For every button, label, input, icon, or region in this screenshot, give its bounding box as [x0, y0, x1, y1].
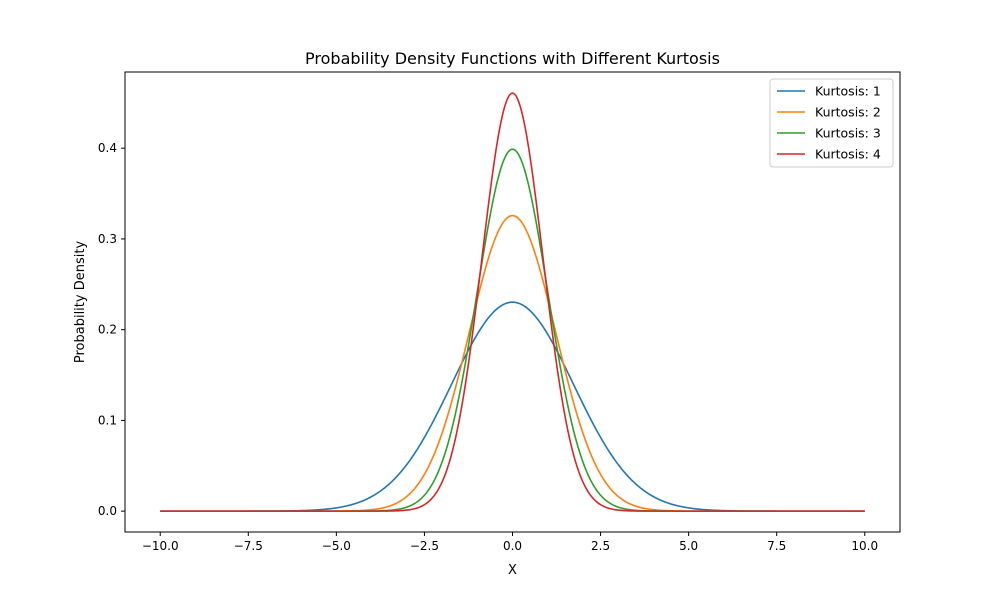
- legend-label: Kurtosis: 2: [815, 105, 881, 120]
- x-tick-label: 10.0: [851, 539, 878, 553]
- x-tick-label: −2.5: [410, 539, 439, 553]
- y-tick-label: 0.1: [98, 413, 117, 427]
- y-tick-label: 0.4: [98, 141, 117, 155]
- x-tick-label: 7.5: [767, 539, 786, 553]
- legend-label: Kurtosis: 4: [815, 147, 881, 162]
- y-axis-label: Probability Density: [73, 241, 88, 364]
- legend-label: Kurtosis: 1: [815, 84, 881, 99]
- x-tick-label: 5.0: [679, 539, 698, 553]
- chart-title: Probability Density Functions with Diffe…: [305, 49, 720, 68]
- plot-area: −10.0 −7.5 −5.0 −2.5 0.0 2.5 5.0 7.5 10.0 0.0 0.1…: [98, 71, 901, 553]
- x-tick-label: −10.0: [142, 539, 179, 553]
- legend-box: [769, 78, 894, 168]
- legend-label: Kurtosis: 3: [815, 126, 881, 141]
- x-tick-label: −7.5: [234, 539, 263, 553]
- x-axis-label: X: [508, 563, 517, 578]
- x-tick-label: 0.0: [503, 539, 522, 553]
- y-tick-label: 0.0: [98, 504, 117, 518]
- series-lines: [160, 92, 865, 512]
- x-axis-ticks: −10.0 −7.5 −5.0 −2.5 0.0 2.5 5.0 7.5 10.0: [142, 532, 878, 553]
- y-axis-ticks: 0.0 0.1 0.2 0.3 0.4: [98, 141, 125, 518]
- legend: Kurtosis: 1 Kurtosis: 2 Kurtosis: 3 Kurtosi…: [769, 78, 894, 168]
- y-tick-label: 0.3: [98, 232, 117, 246]
- series-line-kurtosis-4: [160, 92, 865, 512]
- y-tick-label: 0.2: [98, 323, 117, 337]
- x-tick-label: −5.0: [322, 539, 351, 553]
- x-tick-label: 2.5: [591, 539, 610, 553]
